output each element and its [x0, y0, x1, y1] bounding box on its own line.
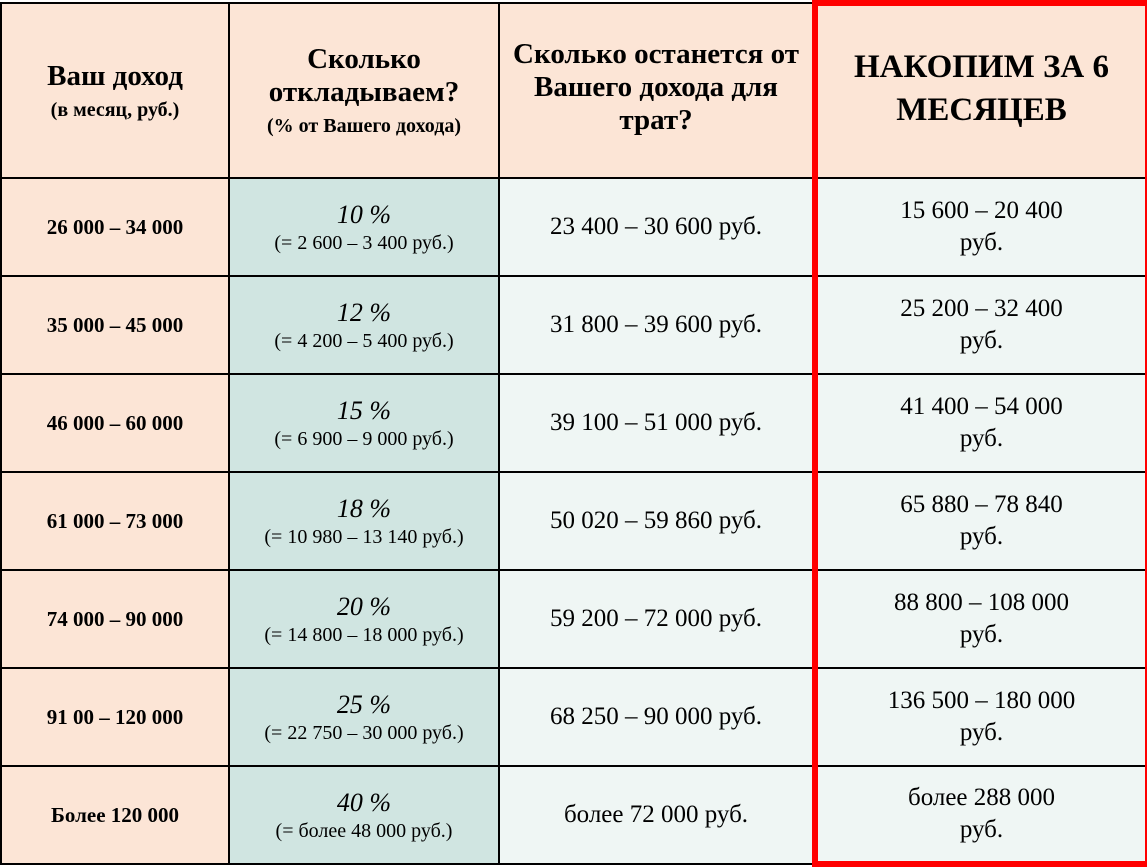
header-remain: Сколько останется от Вашего дохода для т…	[499, 3, 815, 178]
table-row: 74 000 – 90 00020 %(= 14 800 – 18 000 ру…	[1, 570, 1147, 668]
cell-income: 61 000 – 73 000	[1, 472, 229, 570]
accum-unit: руб.	[822, 719, 1141, 747]
cell-remain: более 72 000 руб.	[499, 766, 815, 864]
table-row: 91 00 – 120 00025 %(= 22 750 – 30 000 ру…	[1, 668, 1147, 766]
cell-save: 15 %(= 6 900 – 9 000 руб.)	[229, 374, 499, 472]
cell-accum: 136 500 – 180 000 руб.	[815, 668, 1147, 766]
header-income-sub: (в месяц, руб.)	[6, 99, 224, 122]
save-amount: (= 4 200 – 5 400 руб.)	[234, 330, 494, 353]
accum-value: 25 200 – 32 400	[822, 295, 1141, 323]
table-body: 26 000 – 34 00010 %(= 2 600 – 3 400 руб.…	[1, 178, 1147, 864]
cell-income: 26 000 – 34 000	[1, 178, 229, 276]
table-row: 61 000 – 73 00018 %(= 10 980 – 13 140 ру…	[1, 472, 1147, 570]
cell-save: 20 %(= 14 800 – 18 000 руб.)	[229, 570, 499, 668]
header-remain-main: Сколько останется от Вашего дохода для т…	[504, 38, 808, 137]
cell-remain: 39 100 – 51 000 руб.	[499, 374, 815, 472]
cell-income: 74 000 – 90 000	[1, 570, 229, 668]
accum-unit: руб.	[822, 425, 1141, 453]
cell-remain: 68 250 – 90 000 руб.	[499, 668, 815, 766]
cell-save: 10 %(= 2 600 – 3 400 руб.)	[229, 178, 499, 276]
accum-value: более 288 000	[822, 784, 1141, 812]
header-accum-main: НАКОПИМ ЗА 6 МЕСЯЦЕВ	[822, 46, 1141, 132]
save-percent: 10 %	[234, 200, 494, 230]
accum-value: 136 500 – 180 000	[822, 687, 1141, 715]
header-row: Ваш доход (в месяц, руб.) Сколько отклад…	[1, 3, 1147, 178]
save-amount: (= 22 750 – 30 000 руб.)	[234, 722, 494, 745]
accum-value: 15 600 – 20 400	[822, 197, 1141, 225]
cell-save: 18 %(= 10 980 – 13 140 руб.)	[229, 472, 499, 570]
save-percent: 20 %	[234, 592, 494, 622]
cell-accum: 41 400 – 54 000 руб.	[815, 374, 1147, 472]
save-amount: (= 10 980 – 13 140 руб.)	[234, 526, 494, 549]
accum-value: 65 880 – 78 840	[822, 491, 1141, 519]
cell-income: 91 00 – 120 000	[1, 668, 229, 766]
cell-accum: 65 880 – 78 840 руб.	[815, 472, 1147, 570]
cell-accum: 15 600 – 20 400 руб.	[815, 178, 1147, 276]
save-percent: 18 %	[234, 494, 494, 524]
header-income: Ваш доход (в месяц, руб.)	[1, 3, 229, 178]
accum-unit: руб.	[822, 327, 1141, 355]
cell-save: 12 %(= 4 200 – 5 400 руб.)	[229, 276, 499, 374]
save-amount: (= 14 800 – 18 000 руб.)	[234, 624, 494, 647]
cell-accum: 25 200 – 32 400 руб.	[815, 276, 1147, 374]
cell-remain: 59 200 – 72 000 руб.	[499, 570, 815, 668]
accum-unit: руб.	[822, 621, 1141, 649]
accum-unit: руб.	[822, 229, 1141, 257]
cell-income: 35 000 – 45 000	[1, 276, 229, 374]
accum-unit: руб.	[822, 816, 1141, 844]
save-amount: (= более 48 000 руб.)	[234, 820, 494, 843]
cell-accum: 88 800 – 108 000 руб.	[815, 570, 1147, 668]
save-percent: 40 %	[234, 788, 494, 818]
header-income-main: Ваш доход	[6, 60, 224, 93]
cell-save: 25 %(= 22 750 – 30 000 руб.)	[229, 668, 499, 766]
cell-income: Более 120 000	[1, 766, 229, 864]
cell-income: 46 000 – 60 000	[1, 374, 229, 472]
accum-value: 41 400 – 54 000	[822, 393, 1141, 421]
cell-remain: 23 400 – 30 600 руб.	[499, 178, 815, 276]
savings-table-container: Ваш доход (в месяц, руб.) Сколько отклад…	[0, 0, 1147, 867]
accum-value: 88 800 – 108 000	[822, 589, 1141, 617]
header-save-main: Сколько откладываем?	[234, 43, 494, 109]
table-row: Более 120 00040 %(= более 48 000 руб.)бо…	[1, 766, 1147, 864]
cell-save: 40 %(= более 48 000 руб.)	[229, 766, 499, 864]
save-amount: (= 2 600 – 3 400 руб.)	[234, 232, 494, 255]
save-percent: 12 %	[234, 298, 494, 328]
cell-remain: 50 020 – 59 860 руб.	[499, 472, 815, 570]
save-percent: 25 %	[234, 690, 494, 720]
header-accum: НАКОПИМ ЗА 6 МЕСЯЦЕВ	[815, 3, 1147, 178]
save-percent: 15 %	[234, 396, 494, 426]
table-row: 35 000 – 45 00012 %(= 4 200 – 5 400 руб.…	[1, 276, 1147, 374]
save-amount: (= 6 900 – 9 000 руб.)	[234, 428, 494, 451]
cell-remain: 31 800 – 39 600 руб.	[499, 276, 815, 374]
table-row: 46 000 – 60 00015 %(= 6 900 – 9 000 руб.…	[1, 374, 1147, 472]
table-row: 26 000 – 34 00010 %(= 2 600 – 3 400 руб.…	[1, 178, 1147, 276]
header-save-sub: (% от Вашего дохода)	[234, 115, 494, 138]
accum-unit: руб.	[822, 523, 1141, 551]
cell-accum: более 288 000 руб.	[815, 766, 1147, 864]
savings-table: Ваш доход (в месяц, руб.) Сколько отклад…	[0, 0, 1147, 867]
header-save: Сколько откладываем? (% от Вашего дохода…	[229, 3, 499, 178]
